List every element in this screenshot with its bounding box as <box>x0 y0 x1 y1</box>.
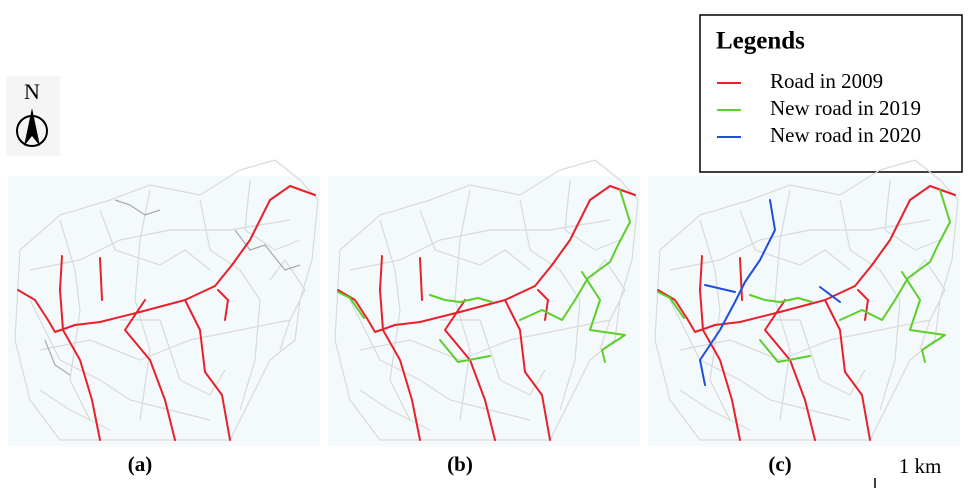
legend-label: New road in 2020 <box>770 123 921 147</box>
map-panel: (a) <box>8 160 320 476</box>
figure: N Legends Road in 2009 New road in 2019 Ne… <box>0 0 968 488</box>
panel-label: (c) <box>768 452 791 476</box>
legend-label: Road in 2009 <box>770 69 883 93</box>
panel-bg <box>328 176 640 446</box>
legend-label: New road in 2019 <box>770 96 921 120</box>
legend-title: Legends <box>716 28 805 55</box>
panel-label: (b) <box>447 452 473 476</box>
map-panel: (b) <box>328 160 640 476</box>
panel-bg <box>648 176 960 446</box>
scale-label: 1 km <box>899 454 942 478</box>
compass: N <box>6 76 60 156</box>
panel-bg <box>8 176 320 446</box>
compass-label: N <box>24 79 40 104</box>
legend: Legends Road in 2009 New road in 2019 New … <box>700 15 962 172</box>
map-panel: (c) <box>648 160 960 476</box>
panel-label: (a) <box>128 452 153 476</box>
